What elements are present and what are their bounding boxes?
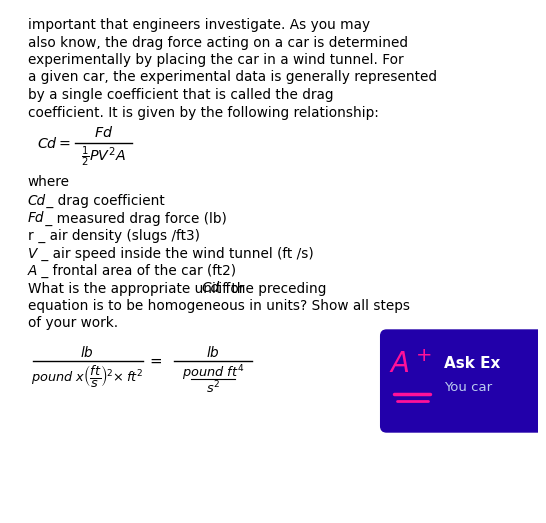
Text: What is the appropriate unit for: What is the appropriate unit for xyxy=(28,281,248,295)
Text: a given car, the experimental data is generally represented: a given car, the experimental data is ge… xyxy=(28,71,437,85)
Text: =: = xyxy=(150,354,162,369)
Text: Ask Ex: Ask Ex xyxy=(444,356,500,371)
FancyBboxPatch shape xyxy=(381,330,544,432)
Text: $s^{2}$: $s^{2}$ xyxy=(206,380,220,396)
Text: You car: You car xyxy=(444,381,492,394)
Text: $Fd$: $Fd$ xyxy=(94,125,113,140)
Text: $pound\ ft^{4}$: $pound\ ft^{4}$ xyxy=(182,363,244,383)
Text: of your work.: of your work. xyxy=(28,316,118,331)
Text: if the preceding: if the preceding xyxy=(214,281,327,295)
Text: also know, the drag force acting on a car is determined: also know, the drag force acting on a ca… xyxy=(28,36,408,50)
Text: where: where xyxy=(28,175,69,188)
Text: V: V xyxy=(28,246,37,260)
Text: $lb$: $lb$ xyxy=(80,345,94,360)
Text: Cd: Cd xyxy=(201,281,219,295)
Text: $Cd=$: $Cd=$ xyxy=(38,135,72,151)
Text: experimentally by placing the car in a wind tunnel. For: experimentally by placing the car in a w… xyxy=(28,53,403,67)
Text: $\mathit{A}^+$: $\mathit{A}^+$ xyxy=(389,351,431,379)
Text: coefficient. It is given by the following relationship:: coefficient. It is given by the followin… xyxy=(28,106,378,119)
Text: Fd: Fd xyxy=(28,211,44,225)
Text: important that engineers investigate. As you may: important that engineers investigate. As… xyxy=(28,18,370,32)
Text: $\frac{1}{2}PV^{2}A$: $\frac{1}{2}PV^{2}A$ xyxy=(81,145,126,169)
Text: _ drag coefficient: _ drag coefficient xyxy=(43,194,165,208)
Text: _ air speed inside the wind tunnel (ft /s): _ air speed inside the wind tunnel (ft /… xyxy=(38,246,314,260)
Text: by a single coefficient that is called the drag: by a single coefficient that is called t… xyxy=(28,88,333,102)
Text: A: A xyxy=(28,264,37,278)
Text: Cd: Cd xyxy=(28,194,46,208)
Text: _ measured drag force (lb): _ measured drag force (lb) xyxy=(41,211,227,225)
Text: _ air density (slugs /ft3): _ air density (slugs /ft3) xyxy=(33,229,199,243)
Text: $lb$: $lb$ xyxy=(206,345,220,360)
Text: _ frontal area of the car (ft2): _ frontal area of the car (ft2) xyxy=(38,264,236,278)
Text: $pound\ x\left(\dfrac{ft}{s}\right)^{\!2}\!\times ft^{2}$: $pound\ x\left(\dfrac{ft}{s}\right)^{\!2… xyxy=(31,363,143,389)
Text: r: r xyxy=(28,229,33,243)
Text: equation is to be homogeneous in units? Show all steps: equation is to be homogeneous in units? … xyxy=(28,299,410,313)
